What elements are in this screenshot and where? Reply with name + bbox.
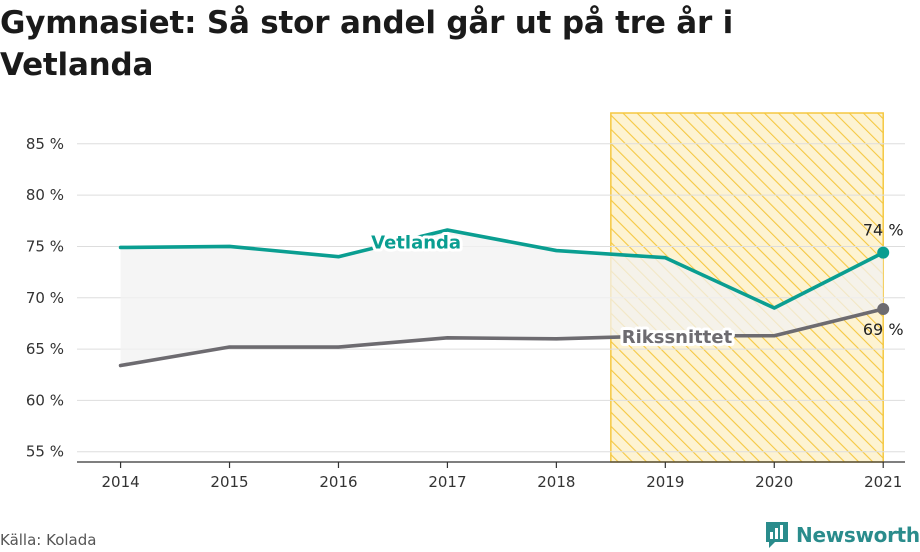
- data-point: [445, 228, 449, 232]
- data-point: [336, 345, 340, 349]
- x-tick-label: 2016: [319, 473, 357, 491]
- series-line-vetlanda: [118, 228, 886, 310]
- data-point: [119, 245, 123, 249]
- x-tick-label: 2020: [755, 473, 793, 491]
- data-point: [772, 334, 776, 338]
- x-tick-label: 2021: [864, 473, 902, 491]
- x-tick-label: 2017: [428, 473, 466, 491]
- data-point: [445, 336, 449, 340]
- data-point: [228, 244, 232, 248]
- y-tick-label: 85 %: [26, 135, 64, 153]
- y-tick-label: 75 %: [26, 237, 64, 255]
- x-tick-label: 2019: [646, 473, 684, 491]
- data-point: [554, 337, 558, 341]
- series-label: Rikssnittet: [622, 327, 733, 348]
- series-label: Vetlanda: [371, 233, 461, 254]
- newsworthy-logo-icon: [766, 522, 788, 548]
- data-point: [663, 256, 667, 260]
- data-point: [554, 249, 558, 253]
- y-tick-label: 80 %: [26, 186, 64, 204]
- y-tick-label: 60 %: [26, 391, 64, 409]
- brand-name: Newsworthy: [796, 523, 920, 547]
- x-tick-label: 2015: [210, 473, 248, 491]
- end-value-label: 69 %: [863, 320, 904, 339]
- chart-title: Gymnasiet: Så stor andel går ut på tre å…: [0, 5, 734, 83]
- end-value-label: 74 %: [863, 221, 904, 240]
- end-point: [877, 303, 890, 316]
- range-band: [120, 230, 884, 366]
- x-tick-label: 2018: [537, 473, 575, 491]
- data-point: [336, 255, 340, 259]
- y-tick-label: 70 %: [26, 289, 64, 307]
- y-tick-label: 65 %: [26, 340, 64, 358]
- series-line-rikssnittet: [118, 307, 886, 368]
- data-point: [228, 345, 232, 349]
- data-point: [772, 306, 776, 310]
- x-tick-label: 2014: [101, 473, 139, 491]
- series-label-halo: Rikssnittet: [622, 327, 733, 348]
- series-label-halo: Vetlanda: [371, 233, 461, 254]
- y-tick-label: 55 %: [26, 443, 64, 461]
- data-point: [119, 364, 123, 368]
- end-point: [877, 246, 890, 259]
- newsworthy-logo: Newsworthy: [764, 519, 920, 551]
- source-note: Källa: Kolada: [0, 531, 97, 549]
